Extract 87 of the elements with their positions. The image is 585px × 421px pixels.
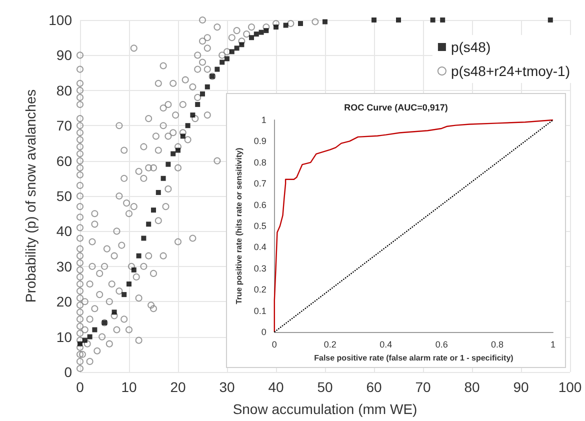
point [258, 30, 264, 35]
y-tick-label: 100 [48, 12, 72, 28]
y-tick-label: 0.3 [254, 263, 266, 274]
y-tick-label: 0.4 [254, 242, 266, 252]
point [283, 22, 288, 28]
point [131, 267, 136, 272]
point [274, 24, 278, 30]
y-tick-label: 0 [261, 327, 266, 337]
point [220, 60, 225, 65]
y-tick-label: 0.7 [254, 178, 266, 189]
y-tick-label: 0.5 [254, 221, 266, 231]
point [82, 338, 88, 343]
y-axis-title: Probability (p) of snow avalanches [22, 89, 39, 303]
x-axis-title: False positive rate (false alarm rate or 1 - specificity) [314, 354, 514, 362]
x-tick-label: 0.6 [435, 340, 448, 350]
x-tick-label: 0.4 [380, 340, 392, 350]
x-tick-label: 1 [550, 340, 556, 350]
y-tick-label: 60 [56, 152, 72, 169]
y-tick-label: 40 [56, 223, 72, 240]
y-tick-label: 0.9 [254, 136, 266, 146]
point [229, 49, 234, 54]
x-tick-label: 20 [170, 379, 186, 395]
x-tick-label: 0 [76, 379, 84, 395]
point [160, 176, 166, 181]
y-tick-label: 20 [56, 294, 72, 310]
y-tick-label: 0 [64, 364, 72, 380]
point [146, 222, 152, 227]
y-axis-title: True positive rate (hits rate or sensitivity) [234, 147, 244, 304]
x-tick-label: 60 [366, 379, 382, 395]
point [430, 18, 436, 22]
point [214, 66, 220, 72]
point [185, 123, 190, 128]
point [92, 327, 98, 332]
point [180, 134, 186, 139]
point [239, 42, 244, 48]
point [78, 341, 82, 346]
y-tick-label: 1 [261, 115, 266, 125]
point [440, 18, 446, 22]
point [264, 28, 269, 34]
x-tick-label: 0.8 [491, 340, 504, 350]
point [87, 334, 92, 340]
x-tick-label: 30 [219, 379, 235, 395]
y-tick-label: 90 [56, 47, 72, 64]
point [298, 21, 303, 26]
x-tick-label: 10 [121, 379, 137, 395]
point [249, 35, 254, 40]
point [166, 162, 171, 167]
y-tick-label: 30 [56, 258, 72, 274]
point [195, 102, 200, 107]
point [156, 190, 161, 195]
point [200, 91, 205, 96]
line-series [274, 119, 554, 333]
chart-title: ROC Curve (AUC=0,917) [344, 102, 448, 112]
y-tick-label: 70 [56, 118, 72, 134]
point [112, 310, 117, 315]
point [141, 236, 146, 241]
point [122, 292, 127, 298]
point [396, 18, 401, 22]
x-axis-title: Snow accumulation (mm WE) [232, 401, 418, 417]
point [170, 151, 176, 156]
point [176, 148, 180, 153]
point [126, 282, 132, 286]
point [548, 18, 553, 22]
y-tick-label: 50 [56, 188, 72, 204]
y-tick-label: 0.6 [254, 200, 266, 210]
legend-label: p(s48+r24+tmoy-1) [450, 63, 570, 79]
point [372, 18, 376, 22]
point [254, 32, 259, 37]
point [224, 56, 230, 62]
y-tick-label: 0.8 [254, 157, 266, 168]
point [204, 84, 210, 90]
x-tick-label: 0.2 [324, 340, 336, 350]
x-tick-label: 100 [558, 379, 582, 395]
point [151, 208, 156, 213]
x-tick-label: 80 [464, 379, 480, 395]
y-tick-label: 0.1 [254, 306, 266, 316]
y-tick-label: 0.2 [254, 284, 266, 295]
point [136, 253, 142, 258]
point [322, 19, 328, 24]
y-tick-label: 80 [56, 82, 72, 98]
point [190, 112, 196, 118]
x-tick-label: 0 [272, 340, 277, 350]
x-tick-label: 70 [415, 379, 431, 395]
x-tick-label: 90 [513, 379, 529, 395]
point [234, 46, 240, 51]
x-tick-label: 50 [317, 379, 333, 395]
legend-label: p(s48) [450, 39, 491, 55]
